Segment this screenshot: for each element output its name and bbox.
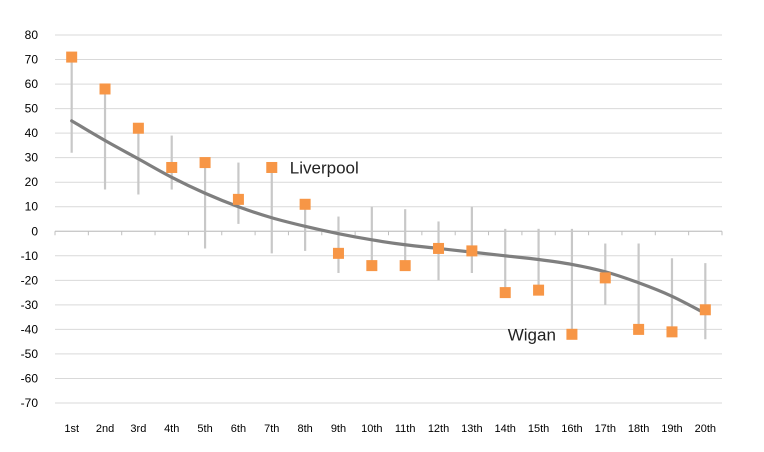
data-point — [499, 287, 511, 299]
y-tick-label: -70 — [21, 396, 39, 410]
data-point — [99, 83, 111, 95]
x-tick-label: 18th — [628, 423, 649, 435]
data-point — [366, 260, 378, 272]
y-tick-label: -30 — [21, 298, 39, 312]
y-tick-label: 0 — [31, 224, 38, 238]
y-tick-label: -10 — [21, 249, 39, 263]
annotations: Liverpool Wigan — [290, 158, 556, 344]
gridlines — [54, 34, 723, 404]
y-tick-label: -60 — [21, 371, 39, 385]
x-tick-label: 1st — [64, 423, 79, 435]
data-point — [666, 326, 678, 338]
y-tick-label: 50 — [25, 102, 39, 116]
x-axis-ticks: 1st 2nd 3rd 4th 5th 6th 7th 8th 9th 10th 11th 12th 1… — [64, 423, 716, 435]
x-tick-label: 2nd — [96, 423, 114, 435]
data-points — [66, 51, 711, 340]
x-tick-label: 16th — [561, 423, 582, 435]
trendline-group — [70, 119, 707, 316]
x-tick-label: 9th — [331, 423, 346, 435]
data-point — [232, 193, 244, 205]
data-point — [332, 247, 344, 259]
data-point — [466, 245, 478, 257]
x-tick-label: 12th — [428, 423, 449, 435]
data-point — [132, 122, 144, 134]
data-point — [533, 284, 545, 296]
data-point — [66, 51, 78, 63]
x-tick-label: 19th — [661, 423, 682, 435]
x-tick-label: 10th — [361, 423, 382, 435]
x-tick-label: 6th — [231, 423, 246, 435]
data-point — [633, 323, 645, 335]
y-tick-label: -20 — [21, 273, 39, 287]
data-point — [266, 161, 278, 173]
x-tick-label: 13th — [461, 423, 482, 435]
y-tick-label: -40 — [21, 322, 39, 336]
x-tick-label: 3rd — [130, 423, 146, 435]
annotation-label: Wigan — [508, 325, 556, 344]
x-tick-label: 7th — [264, 423, 279, 435]
annotation-label: Liverpool — [290, 158, 359, 177]
data-point — [166, 161, 178, 173]
y-tick-label: 60 — [25, 77, 39, 91]
y-tick-label: 70 — [25, 53, 39, 67]
data-point — [399, 260, 411, 272]
x-tick-label: 8th — [297, 423, 312, 435]
y-tick-label: 30 — [25, 151, 39, 165]
y-tick-label: 20 — [25, 175, 39, 189]
data-point — [299, 198, 311, 210]
data-point — [566, 328, 578, 340]
x-tick-label: 20th — [695, 423, 716, 435]
y-tick-label: -50 — [21, 347, 39, 361]
x-tick-label: 4th — [164, 423, 179, 435]
data-point — [699, 304, 711, 316]
trendline — [70, 119, 707, 316]
x-tick-label: 5th — [197, 423, 212, 435]
y-tick-label: 40 — [25, 126, 39, 140]
x-tick-label: 14th — [495, 423, 516, 435]
y-tick-label: 10 — [25, 200, 39, 214]
y-axis-ticks: 80 70 60 50 40 30 20 10 0 -10 -20 -30 -40 -50 -60 -70 — [21, 28, 39, 410]
y-tick-label: 80 — [25, 28, 39, 42]
data-point — [599, 272, 611, 284]
x-tick-label: 11th — [395, 423, 416, 435]
data-point — [433, 242, 445, 254]
x-tick-label: 15th — [528, 423, 549, 435]
x-tick-label: 17th — [595, 423, 616, 435]
data-point — [199, 157, 211, 169]
